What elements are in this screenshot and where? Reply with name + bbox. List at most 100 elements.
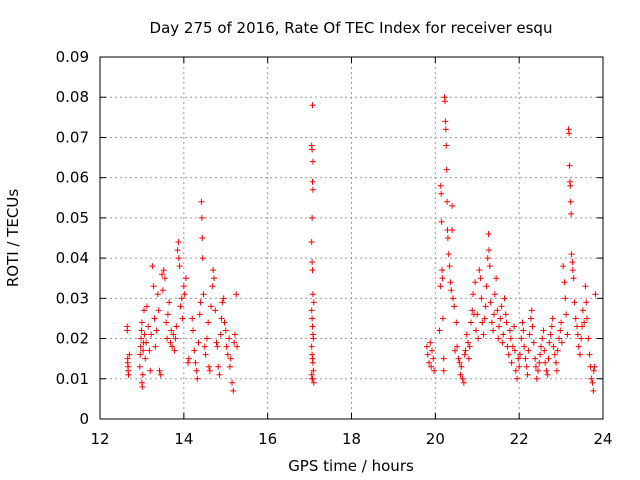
data-point — [451, 303, 458, 310]
data-point — [309, 315, 316, 322]
data-point — [477, 275, 484, 282]
data-point — [140, 347, 147, 354]
data-point — [226, 363, 233, 370]
data-point — [444, 235, 451, 241]
data-point — [583, 299, 590, 306]
data-point — [309, 214, 316, 221]
data-point — [219, 299, 226, 306]
data-point — [496, 323, 503, 330]
data-point — [309, 178, 316, 185]
data-point — [500, 331, 507, 338]
data-point — [177, 303, 184, 310]
data-point — [308, 239, 315, 246]
data-point — [234, 343, 241, 350]
data-point — [480, 331, 487, 338]
data-point — [137, 351, 144, 358]
data-point — [163, 319, 170, 326]
data-point — [164, 335, 171, 342]
data-point — [199, 255, 206, 262]
data-point — [540, 327, 547, 334]
data-point — [175, 239, 182, 246]
data-point — [502, 311, 509, 318]
data-point — [512, 367, 519, 374]
data-point — [584, 315, 591, 322]
data-point — [449, 226, 456, 233]
data-point — [530, 339, 537, 346]
data-point — [137, 343, 144, 350]
data-point — [465, 339, 472, 346]
data-point — [126, 351, 133, 358]
data-point — [139, 371, 146, 378]
data-point — [481, 315, 488, 322]
data-point — [212, 307, 219, 314]
data-point — [428, 347, 435, 354]
data-point — [439, 267, 446, 274]
data-point — [522, 355, 529, 362]
data-point — [176, 263, 183, 270]
data-point — [203, 335, 210, 342]
data-point — [153, 327, 160, 334]
y-tick-label: 0.07 — [56, 128, 89, 146]
data-point — [446, 263, 453, 270]
data-point — [309, 375, 316, 382]
data-point — [521, 343, 528, 350]
data-point — [588, 375, 595, 382]
data-point — [174, 247, 181, 254]
data-point — [443, 142, 450, 149]
data-point — [438, 218, 445, 225]
y-tick-label: 0.08 — [56, 88, 89, 106]
data-point — [443, 166, 450, 173]
data-point — [160, 267, 167, 274]
data-point — [138, 319, 145, 326]
data-point — [230, 387, 237, 394]
data-point — [568, 210, 575, 217]
data-point — [216, 371, 223, 378]
data-point — [171, 347, 178, 354]
chart-title: Day 275 of 2016, Rate Of TEC Index for r… — [150, 19, 553, 37]
data-point — [589, 379, 596, 386]
y-tick-label: 0.06 — [56, 169, 89, 187]
data-point — [470, 291, 477, 298]
data-point — [485, 247, 492, 254]
data-point — [139, 383, 146, 390]
data-point — [526, 331, 533, 338]
data-point — [491, 291, 498, 298]
data-point — [148, 331, 155, 338]
data-point — [152, 343, 159, 350]
data-point — [196, 311, 203, 318]
data-point — [161, 275, 168, 282]
data-point — [441, 98, 448, 105]
data-point — [308, 343, 315, 350]
data-point — [157, 371, 164, 378]
data-point — [495, 335, 502, 342]
data-point — [309, 102, 316, 109]
data-point — [493, 275, 500, 282]
data-point — [143, 339, 150, 346]
data-point — [537, 343, 544, 350]
data-point — [198, 198, 205, 205]
x-tick-label: 22 — [510, 430, 529, 448]
data-point — [199, 235, 206, 241]
data-point — [542, 359, 549, 366]
data-point — [181, 291, 188, 298]
data-point — [141, 331, 148, 338]
y-axis-label: ROTI / TECUs — [4, 189, 22, 287]
data-point — [170, 331, 177, 338]
data-point — [581, 319, 588, 326]
data-point — [543, 367, 550, 374]
data-point — [145, 323, 152, 330]
data-point — [490, 327, 497, 334]
data-point — [215, 363, 222, 370]
data-point — [482, 303, 489, 310]
data-point — [546, 339, 553, 346]
data-point — [478, 295, 485, 302]
data-point — [222, 327, 229, 334]
data-point — [562, 295, 569, 302]
data-point — [466, 343, 473, 350]
data-point — [461, 351, 468, 358]
data-point — [579, 307, 586, 314]
data-point — [558, 319, 565, 326]
data-point — [229, 379, 236, 386]
data-point — [180, 283, 187, 290]
